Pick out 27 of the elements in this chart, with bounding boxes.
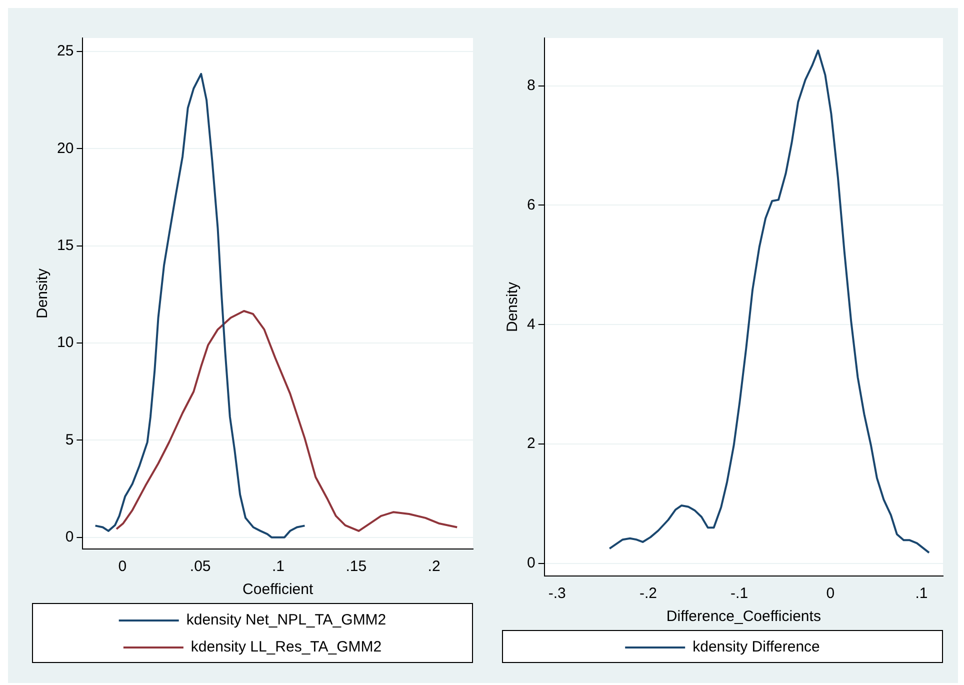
legend-label: kdensity Net_NPL_TA_GMM2 xyxy=(186,612,386,629)
legend-label: kdensity Difference xyxy=(692,638,820,656)
y-tick-label: 10 xyxy=(56,334,74,352)
y-tick-label: 8 xyxy=(527,76,536,94)
y-tick-label: 25 xyxy=(56,42,74,60)
x-axis-title: Difference_Coefficients xyxy=(666,608,821,626)
x-tick-label: .1 xyxy=(272,558,284,576)
y-tick-label: 5 xyxy=(65,431,74,448)
x-tick-label: .05 xyxy=(190,558,211,576)
x-tick-label: -.2 xyxy=(639,585,657,602)
x-tick-label: .15 xyxy=(346,558,367,576)
legend-label: kdensity LL_Res_TA_GMM2 xyxy=(190,638,382,656)
y-tick-label: 15 xyxy=(56,237,74,254)
y-axis-title: Density xyxy=(504,282,522,332)
y-tick-label: 20 xyxy=(56,140,74,157)
y-axis-title: Density xyxy=(34,268,52,319)
y-tick-label: 0 xyxy=(65,528,74,546)
y-tick-label: 4 xyxy=(527,316,536,333)
x-tick-label: 0 xyxy=(826,585,835,602)
x-tick-label: -.3 xyxy=(548,585,566,602)
x-tick-label: .1 xyxy=(915,585,928,602)
x-axis-title: Coefficient xyxy=(242,581,314,598)
x-tick-label: -.1 xyxy=(730,585,748,602)
y-tick-label: 6 xyxy=(527,196,536,214)
y-tick-label: 2 xyxy=(527,435,536,452)
x-tick-label: .2 xyxy=(428,558,440,576)
x-tick-label: 0 xyxy=(118,558,127,576)
